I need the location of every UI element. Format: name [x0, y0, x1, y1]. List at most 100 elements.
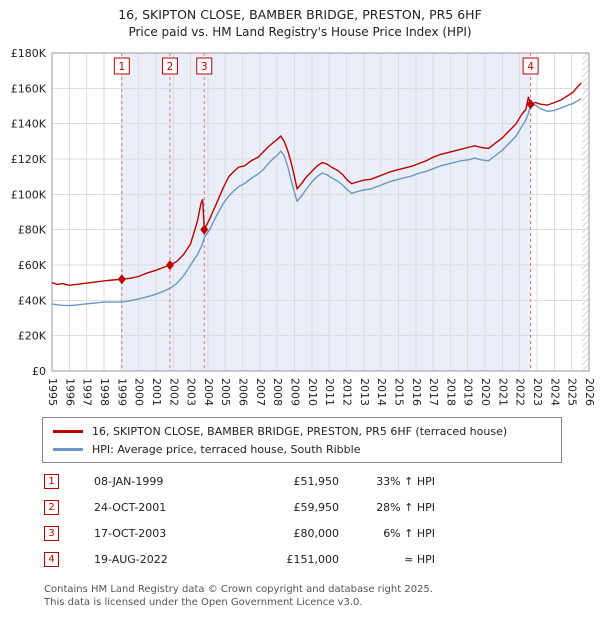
sale-row-3: 3 17-OCT-2003 £80,000 6% ↑ HPI: [44, 526, 600, 541]
svg-text:2021: 2021: [496, 378, 509, 406]
license-footer: Contains HM Land Registry data © Crown c…: [44, 583, 600, 609]
sale-number-label: 3: [201, 61, 208, 73]
legend-label-hpi: HPI: Average price, terraced house, Sout…: [92, 442, 361, 456]
sale-diamond: [526, 99, 535, 110]
sale-number-boxes: 1 2 3 4: [113, 57, 539, 75]
svg-text:2005: 2005: [219, 378, 232, 406]
sale-vs-hpi: ≈ HPI: [404, 553, 435, 566]
svg-text:2007: 2007: [254, 378, 267, 406]
chart-legend: 16, SKIPTON CLOSE, BAMBER BRIDGE, PRESTO…: [42, 417, 562, 463]
svg-text:2025: 2025: [566, 378, 579, 406]
svg-text:£180K: £180K: [11, 47, 47, 60]
svg-text:2011: 2011: [323, 378, 336, 406]
page-title: 16, SKIPTON CLOSE, BAMBER BRIDGE, PRESTO…: [118, 7, 482, 22]
svg-text:1995: 1995: [46, 378, 59, 406]
svg-text:£80K: £80K: [18, 224, 47, 237]
svg-text:£120K: £120K: [11, 153, 47, 166]
svg-text:2012: 2012: [341, 378, 354, 406]
sale-number-badge: 1: [44, 474, 59, 489]
chart-area: 1 2 3 4 £0 £20K £40K £60K £80K £100K £120K £140K £16…: [0, 41, 600, 415]
sale-row-2: 2 24-OCT-2001 £59,950 28% ↑ HPI: [44, 500, 600, 515]
svg-text:2001: 2001: [150, 378, 163, 406]
svg-text:2014: 2014: [375, 378, 388, 406]
sale-date: 17-OCT-2003: [94, 527, 167, 540]
plot-border: [51, 52, 590, 372]
ownership-shaded-band: [121, 53, 531, 371]
sale-row-4: 4 19-AUG-2022 £151,000 ≈ HPI: [44, 552, 600, 567]
sale-number-box: [522, 57, 539, 75]
svg-text:£60K: £60K: [18, 259, 47, 272]
legend-item-hpi: HPI: Average price, terraced house, Sout…: [43, 440, 561, 458]
sale-number-label: 4: [527, 61, 534, 73]
svg-text:£0: £0: [32, 365, 46, 378]
chart-header: 16, SKIPTON CLOSE, BAMBER BRIDGE, PRESTO…: [0, 0, 600, 39]
sale-number-badge: 3: [44, 526, 59, 541]
svg-text:2003: 2003: [185, 378, 198, 406]
svg-text:2020: 2020: [479, 378, 492, 406]
svg-text:2016: 2016: [410, 378, 423, 406]
hpi-line: [51, 98, 582, 307]
footer-line-2: This data is licensed under the Open Gov…: [44, 597, 363, 608]
sale-vs-hpi: 28% ↑ HPI: [376, 501, 435, 514]
legend-label-property: 16, SKIPTON CLOSE, BAMBER BRIDGE, PRESTO…: [92, 424, 508, 438]
svg-text:2002: 2002: [167, 378, 180, 406]
sale-date: 24-OCT-2001: [94, 501, 167, 514]
price-chart-svg: 1 2 3 4 £0 £20K £40K £60K £80K £100K £120K £140K £16…: [11, 47, 596, 406]
svg-text:2018: 2018: [444, 378, 457, 406]
svg-text:£140K: £140K: [11, 118, 47, 131]
page-subtitle: Price paid vs. HM Land Registry's House …: [128, 25, 472, 39]
svg-text:£160K: £160K: [11, 82, 47, 95]
sale-diamond: [200, 224, 209, 235]
sale-number-box: [196, 57, 213, 75]
sale-number-box: [161, 57, 178, 75]
svg-text:1996: 1996: [63, 378, 76, 406]
svg-text:2000: 2000: [133, 378, 146, 406]
sale-vs-hpi: 6% ↑ HPI: [383, 527, 435, 540]
svg-text:2023: 2023: [531, 378, 544, 406]
svg-text:£20K: £20K: [18, 330, 47, 343]
svg-text:1997: 1997: [81, 378, 94, 406]
y-axis-labels: £0 £20K £40K £60K £80K £100K £120K £140K £160K £1…: [11, 47, 47, 378]
sale-markers: [117, 99, 535, 285]
sale-date-lines: [121, 53, 532, 371]
svg-text:£100K: £100K: [11, 188, 47, 201]
x-axis-labels: 1995 1996 1997 1998 1999 2000 2001 2002 2003 2004…: [46, 378, 596, 406]
sale-price: £80,000: [293, 527, 340, 540]
svg-text:2017: 2017: [427, 378, 440, 406]
hpi-line-swatch: [53, 447, 83, 451]
sale-vs-hpi: 33% ↑ HPI: [376, 475, 435, 488]
svg-text:1999: 1999: [115, 378, 128, 406]
svg-text:2024: 2024: [548, 378, 561, 406]
property-price-line: [51, 82, 582, 287]
sale-row-1: 1 08-JAN-1999 £51,950 33% ↑ HPI: [44, 474, 600, 489]
svg-text:1998: 1998: [98, 378, 111, 406]
sale-number-label: 2: [167, 61, 174, 73]
sale-diamond: [117, 274, 126, 285]
svg-text:2013: 2013: [358, 378, 371, 406]
footer-line-1: Contains HM Land Registry data © Crown c…: [44, 584, 433, 595]
sale-price: £59,950: [293, 501, 340, 514]
svg-text:2019: 2019: [462, 378, 475, 406]
property-line-swatch: [53, 429, 83, 433]
sale-number-badge: 2: [44, 500, 59, 515]
svg-text:2006: 2006: [237, 378, 250, 406]
sale-number-badge: 4: [44, 552, 59, 567]
svg-text:2010: 2010: [306, 378, 319, 406]
svg-text:2026: 2026: [583, 378, 596, 406]
svg-text:2008: 2008: [271, 378, 284, 406]
svg-text:2009: 2009: [289, 378, 302, 406]
sale-date: 08-JAN-1999: [94, 475, 164, 488]
sale-price: £51,950: [293, 475, 340, 488]
sale-date: 19-AUG-2022: [94, 553, 168, 566]
future-hatched-band: [582, 53, 589, 371]
svg-text:2022: 2022: [514, 378, 527, 406]
svg-text:2015: 2015: [393, 378, 406, 406]
sale-number-label: 1: [118, 61, 125, 73]
svg-text:£40K: £40K: [18, 294, 47, 307]
svg-text:2004: 2004: [202, 378, 215, 406]
sale-diamond: [165, 260, 174, 271]
sale-number-box: [113, 57, 130, 75]
legend-item-property: 16, SKIPTON CLOSE, BAMBER BRIDGE, PRESTO…: [43, 422, 561, 440]
sales-table: 1 08-JAN-1999 £51,950 33% ↑ HPI 2 24-OCT…: [0, 474, 600, 567]
sale-price: £151,000: [286, 553, 340, 566]
